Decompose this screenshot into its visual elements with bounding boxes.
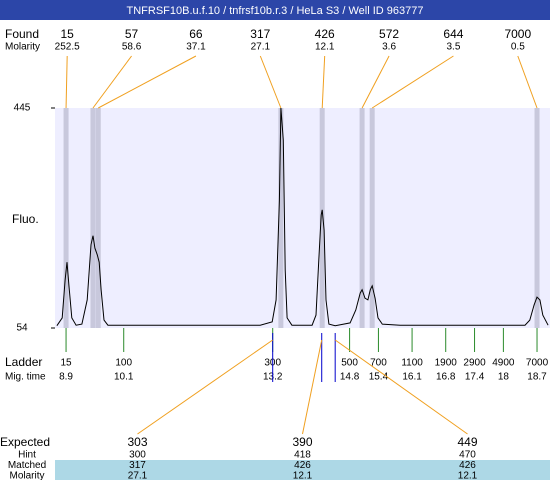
trace <box>56 107 549 327</box>
found-band <box>95 108 101 328</box>
found-connector <box>259 55 282 109</box>
expected-value: 303 <box>127 435 147 449</box>
found-connector <box>321 55 326 109</box>
row-value: 27.1 <box>128 471 148 480</box>
found-size: 426 <box>315 27 335 41</box>
found-size: 572 <box>379 27 399 41</box>
ladder-size: 700 <box>370 358 387 369</box>
y-tick-label: 445 <box>14 103 31 114</box>
found-band <box>319 108 325 328</box>
found-molarity: 0.5 <box>511 42 525 53</box>
expected-label: Expected <box>0 435 50 449</box>
found-size: 57 <box>125 27 139 41</box>
found-molarity: 3.6 <box>382 42 396 53</box>
row-value: 12.1 <box>458 471 478 480</box>
molarity-label: Molarity <box>5 42 40 53</box>
found-molarity: 252.5 <box>55 42 80 53</box>
ladder-time: 16.8 <box>436 372 456 383</box>
row-label: Matched <box>8 460 46 471</box>
found-label: Found <box>5 27 39 41</box>
found-band <box>359 108 365 328</box>
ladder-size: 4900 <box>492 358 515 369</box>
found-band <box>63 108 69 328</box>
ladder-time: 15.4 <box>369 372 389 383</box>
row-value: 426 <box>294 460 311 471</box>
found-connector <box>517 55 538 109</box>
found-molarity: 58.6 <box>122 42 142 53</box>
found-band <box>369 108 375 328</box>
chart-title: TNFRSF10B.u.f.10 / tnfrsf10b.r.3 / HeLa … <box>127 5 424 17</box>
ladder-size: 500 <box>341 358 358 369</box>
ladder-time: 10.1 <box>114 372 134 383</box>
found-size: 66 <box>189 27 203 41</box>
mig-time-label: Mig. time <box>5 372 46 383</box>
found-band <box>534 108 540 328</box>
matched-background <box>55 460 550 480</box>
found-connector <box>361 55 390 109</box>
row-value: 300 <box>129 450 146 461</box>
found-molarity: 27.1 <box>251 42 271 53</box>
expected-connector <box>334 339 468 435</box>
ladder-time: 14.8 <box>340 372 360 383</box>
expected-value: 449 <box>457 435 477 449</box>
expected-connector <box>302 339 323 435</box>
y-tick-label: 54 <box>16 323 28 334</box>
ladder-size: 1100 <box>401 358 423 369</box>
row-value: 317 <box>129 460 146 471</box>
plot-area <box>55 108 550 328</box>
found-connector <box>92 55 132 109</box>
found-size: 317 <box>250 27 270 41</box>
ladder-time: 18 <box>498 372 510 383</box>
found-size: 7000 <box>504 27 531 41</box>
ladder-size: 7000 <box>526 358 549 369</box>
found-band <box>278 108 284 328</box>
ladder-size: 15 <box>60 358 72 369</box>
found-connector <box>65 55 68 109</box>
found-size: 15 <box>61 27 75 41</box>
row-value: 426 <box>459 460 476 471</box>
y-axis-label: Fluo. <box>12 212 39 226</box>
title-bar <box>0 0 550 20</box>
ladder-size: 2900 <box>463 358 486 369</box>
ladder-time: 18.7 <box>527 372 547 383</box>
found-molarity: 12.1 <box>315 42 335 53</box>
found-connector <box>371 55 454 109</box>
ladder-size: 1900 <box>435 358 458 369</box>
expected-value: 390 <box>292 435 312 449</box>
found-molarity: 37.1 <box>186 42 206 53</box>
expected-connector <box>137 339 273 435</box>
row-value: 418 <box>294 450 311 461</box>
found-band <box>90 108 96 328</box>
ladder-time: 16.1 <box>402 372 422 383</box>
found-size: 644 <box>443 27 463 41</box>
found-molarity: 3.5 <box>446 42 460 53</box>
row-value: 470 <box>459 450 476 461</box>
row-value: 12.1 <box>293 471 313 480</box>
ladder-label: Ladder <box>5 355 42 369</box>
row-label: Molarity <box>9 471 44 480</box>
ladder-time: 17.4 <box>465 372 485 383</box>
ladder-time: 8.9 <box>59 372 73 383</box>
ladder-size: 100 <box>115 358 132 369</box>
found-connector <box>98 55 197 109</box>
row-label: Hint <box>18 450 36 461</box>
